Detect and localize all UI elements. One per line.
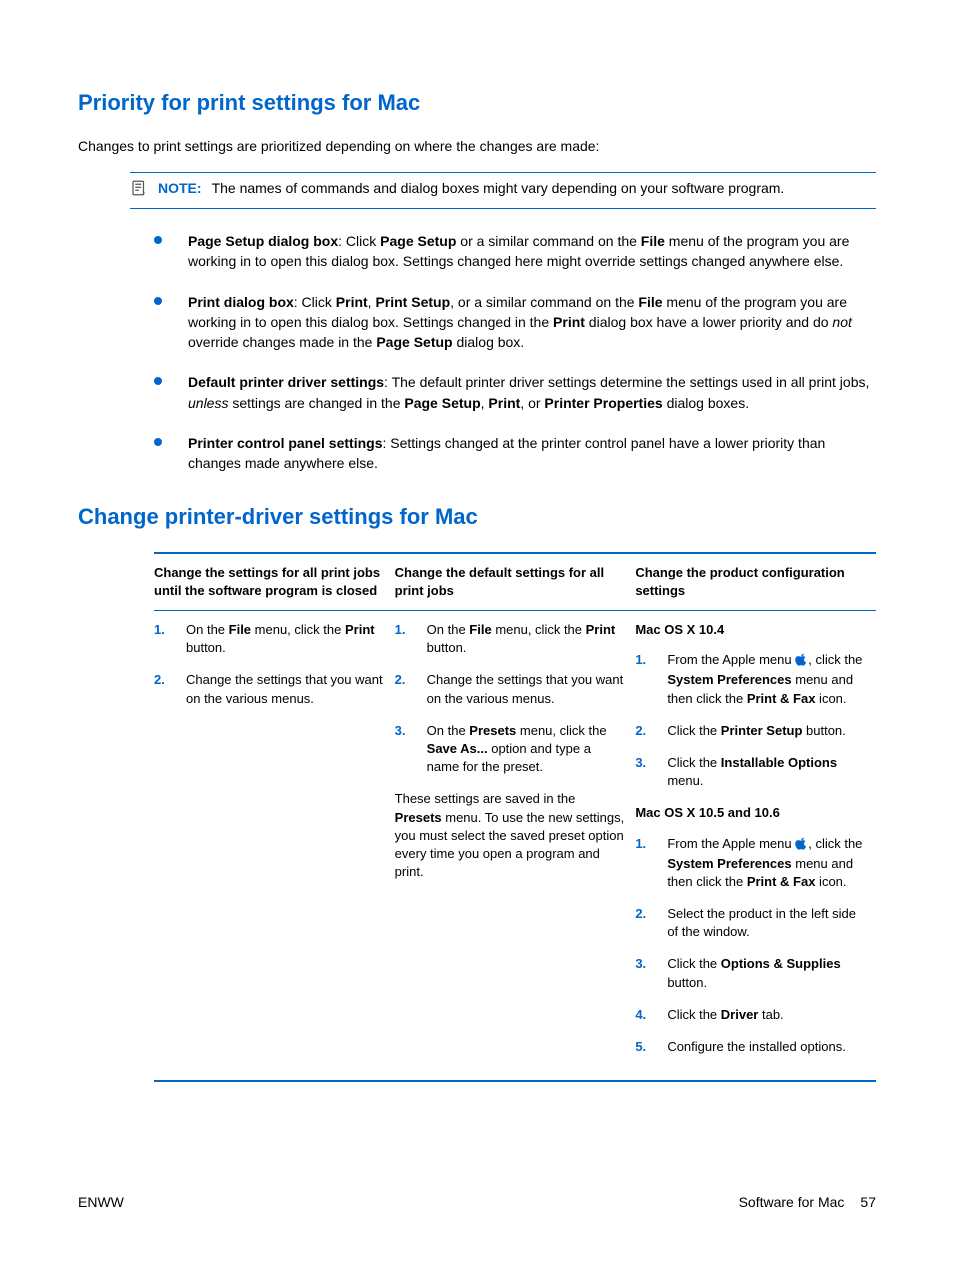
apple-icon <box>795 653 808 671</box>
list-item: 1.From the Apple menu , click the System… <box>635 835 866 892</box>
list-item: 1.From the Apple menu , click the System… <box>635 651 866 708</box>
heading-priority: Priority for print settings for Mac <box>78 90 876 116</box>
footer-left: ENWW <box>78 1194 124 1210</box>
settings-table: Change the settings for all print jobs u… <box>154 552 876 1083</box>
list-item: 5.Configure the installed options. <box>635 1038 866 1056</box>
list-item: 2.Click the Printer Setup button. <box>635 722 866 740</box>
list-item: 2.Change the settings that you want on t… <box>395 671 626 707</box>
note-label: NOTE: <box>158 180 202 196</box>
presets-note: These settings are saved in the Presets … <box>395 790 626 881</box>
table-header: Change the product configuration setting… <box>635 554 876 611</box>
table-cell: Mac OS X 10.4 1.From the Apple menu , cl… <box>635 611 876 1081</box>
table-header: Change the settings for all print jobs u… <box>154 554 395 611</box>
table-header: Change the default settings for all prin… <box>395 554 636 611</box>
intro-text: Changes to print settings are prioritize… <box>78 138 876 154</box>
note-box: NOTE:The names of commands and dialog bo… <box>130 172 876 209</box>
sub-heading: Mac OS X 10.4 <box>635 621 866 639</box>
footer-page-number: 57 <box>860 1194 876 1210</box>
bullet-item: Print dialog box: Click Print, Print Set… <box>154 292 876 353</box>
list-item: 1.On the File menu, click the Print butt… <box>395 621 626 657</box>
list-item: 2.Change the settings that you want on t… <box>154 671 385 707</box>
bullet-item: Printer control panel settings: Settings… <box>154 433 876 474</box>
bullet-list: Page Setup dialog box: Click Page Setup … <box>154 231 876 474</box>
note-icon <box>130 179 152 202</box>
note-text: NOTE:The names of commands and dialog bo… <box>158 179 784 198</box>
bullet-item: Default printer driver settings: The def… <box>154 372 876 413</box>
list-item: 4.Click the Driver tab. <box>635 1006 866 1024</box>
table-cell: 1.On the File menu, click the Print butt… <box>395 611 636 1081</box>
list-item: 3.On the Presets menu, click the Save As… <box>395 722 626 777</box>
table-cell: 1.On the File menu, click the Print butt… <box>154 611 395 1081</box>
page-footer: ENWW Software for Mac 57 <box>78 1194 876 1210</box>
list-item: 1.On the File menu, click the Print butt… <box>154 621 385 657</box>
bullet-item: Page Setup dialog box: Click Page Setup … <box>154 231 876 272</box>
list-item: 3.Click the Options & Supplies button. <box>635 955 866 991</box>
apple-icon <box>795 837 808 855</box>
sub-heading: Mac OS X 10.5 and 10.6 <box>635 804 866 822</box>
heading-change-driver: Change printer-driver settings for Mac <box>78 504 876 530</box>
list-item: 3.Click the Installable Options menu. <box>635 754 866 790</box>
footer-section: Software for Mac <box>739 1194 845 1210</box>
list-item: 2.Select the product in the left side of… <box>635 905 866 941</box>
